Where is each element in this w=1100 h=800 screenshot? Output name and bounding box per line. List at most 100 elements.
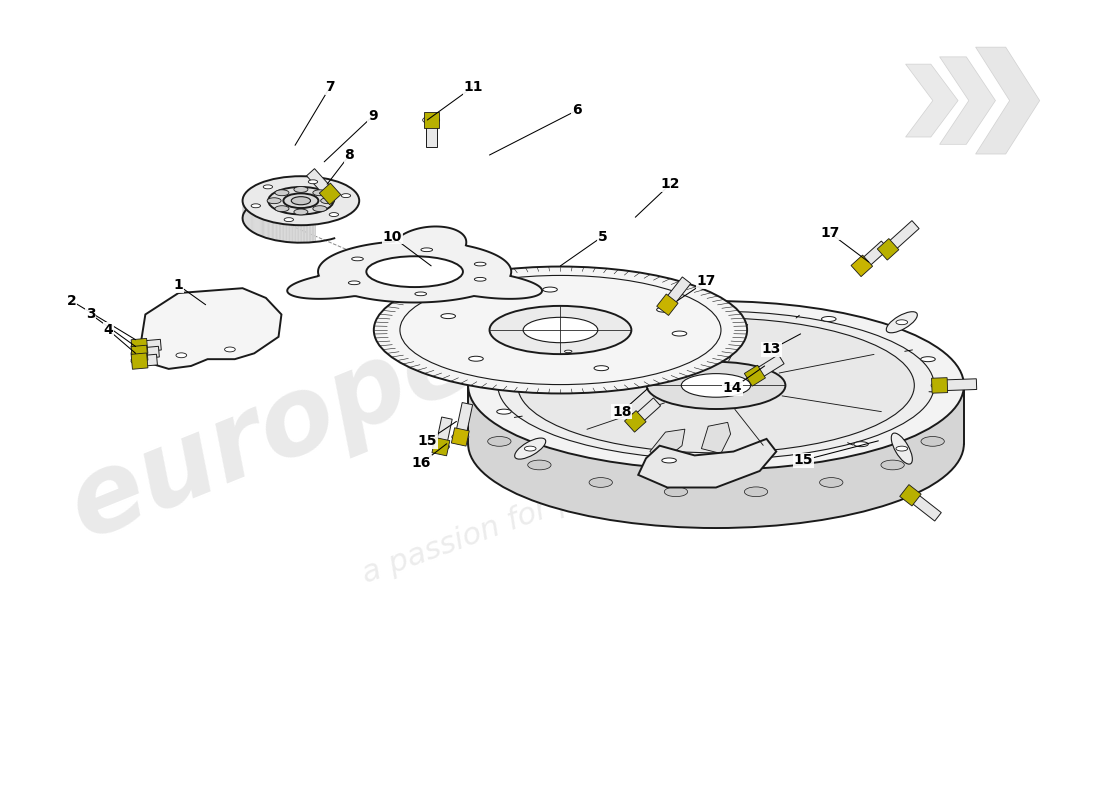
Text: 7: 7 xyxy=(326,80,334,94)
Ellipse shape xyxy=(627,418,644,425)
Polygon shape xyxy=(139,346,159,358)
Ellipse shape xyxy=(131,350,149,357)
Ellipse shape xyxy=(891,433,912,464)
Ellipse shape xyxy=(366,256,463,287)
Ellipse shape xyxy=(659,301,675,309)
Ellipse shape xyxy=(594,366,608,370)
Text: europes: europes xyxy=(54,278,552,561)
Polygon shape xyxy=(274,222,276,240)
Polygon shape xyxy=(287,225,289,242)
Polygon shape xyxy=(451,428,470,446)
Ellipse shape xyxy=(525,320,536,325)
Ellipse shape xyxy=(681,374,750,398)
Polygon shape xyxy=(315,224,316,242)
Polygon shape xyxy=(745,366,766,386)
Ellipse shape xyxy=(672,331,686,336)
Polygon shape xyxy=(638,439,777,487)
Polygon shape xyxy=(752,354,784,380)
Polygon shape xyxy=(650,429,685,462)
Ellipse shape xyxy=(131,358,149,365)
Polygon shape xyxy=(286,224,287,242)
Ellipse shape xyxy=(902,491,918,499)
Ellipse shape xyxy=(251,204,261,208)
Polygon shape xyxy=(262,219,263,237)
Polygon shape xyxy=(299,225,301,242)
Ellipse shape xyxy=(275,206,289,212)
Ellipse shape xyxy=(176,353,187,358)
Ellipse shape xyxy=(452,433,469,441)
Polygon shape xyxy=(139,354,157,366)
Ellipse shape xyxy=(525,446,536,451)
Ellipse shape xyxy=(294,186,308,192)
Ellipse shape xyxy=(931,382,948,389)
Polygon shape xyxy=(278,223,280,241)
Text: 18: 18 xyxy=(612,405,631,418)
Ellipse shape xyxy=(490,306,631,354)
Polygon shape xyxy=(271,222,272,239)
Text: 8: 8 xyxy=(344,148,354,162)
Text: 11: 11 xyxy=(463,80,483,94)
Ellipse shape xyxy=(662,458,676,463)
Ellipse shape xyxy=(921,357,935,362)
Ellipse shape xyxy=(415,292,427,296)
Polygon shape xyxy=(276,223,277,241)
Polygon shape xyxy=(264,220,265,238)
Ellipse shape xyxy=(352,257,363,261)
Polygon shape xyxy=(282,224,283,242)
Text: 12: 12 xyxy=(661,177,680,191)
Polygon shape xyxy=(319,183,341,205)
Text: a passion for parts: a passion for parts xyxy=(359,464,636,589)
Ellipse shape xyxy=(329,213,339,217)
Text: 17: 17 xyxy=(696,274,716,288)
Polygon shape xyxy=(140,288,282,369)
Ellipse shape xyxy=(374,266,747,394)
Polygon shape xyxy=(139,339,162,352)
Polygon shape xyxy=(426,120,437,147)
Polygon shape xyxy=(263,219,264,238)
Ellipse shape xyxy=(820,478,843,487)
Ellipse shape xyxy=(518,318,914,453)
Ellipse shape xyxy=(268,187,333,214)
Ellipse shape xyxy=(321,190,339,198)
Polygon shape xyxy=(939,57,996,144)
Polygon shape xyxy=(131,346,147,362)
Polygon shape xyxy=(298,225,299,242)
Polygon shape xyxy=(908,491,942,521)
Text: 9: 9 xyxy=(368,109,377,123)
Ellipse shape xyxy=(542,287,558,292)
Polygon shape xyxy=(296,225,298,242)
Ellipse shape xyxy=(519,306,541,338)
Polygon shape xyxy=(268,221,270,238)
Text: 13: 13 xyxy=(761,342,781,357)
Ellipse shape xyxy=(896,320,907,325)
Ellipse shape xyxy=(934,386,948,390)
Polygon shape xyxy=(287,226,542,302)
Ellipse shape xyxy=(321,198,334,204)
Text: 5: 5 xyxy=(597,230,607,244)
Polygon shape xyxy=(939,378,977,390)
Ellipse shape xyxy=(854,262,870,270)
Text: 1: 1 xyxy=(174,278,184,292)
Text: 15: 15 xyxy=(794,454,813,467)
Polygon shape xyxy=(304,225,306,242)
Polygon shape xyxy=(976,47,1040,154)
Polygon shape xyxy=(284,224,286,242)
Text: 2: 2 xyxy=(67,294,76,308)
Polygon shape xyxy=(878,238,899,260)
Polygon shape xyxy=(265,220,266,238)
Ellipse shape xyxy=(664,487,688,497)
Polygon shape xyxy=(131,338,147,354)
Text: 17: 17 xyxy=(821,226,839,240)
Ellipse shape xyxy=(469,356,483,362)
Ellipse shape xyxy=(487,437,512,446)
Polygon shape xyxy=(314,225,315,242)
Polygon shape xyxy=(469,386,964,528)
Ellipse shape xyxy=(312,206,327,212)
Polygon shape xyxy=(663,277,691,308)
Ellipse shape xyxy=(243,176,360,226)
Ellipse shape xyxy=(887,312,917,333)
Polygon shape xyxy=(266,221,268,238)
Ellipse shape xyxy=(657,307,671,312)
Polygon shape xyxy=(131,353,147,370)
Ellipse shape xyxy=(528,460,551,470)
